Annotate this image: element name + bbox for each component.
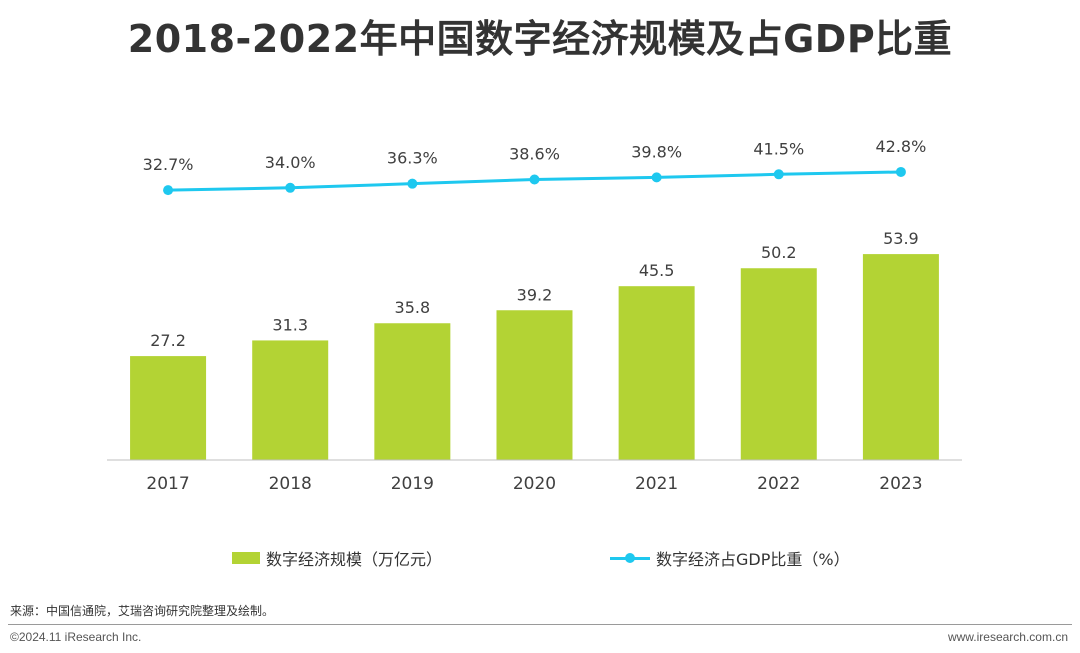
legend-item-line: 数字经济占GDP比重（%） [610,546,850,570]
legend-swatch-line [610,552,650,564]
bar-2020 [496,310,573,460]
line-series: 32.7% 34.0% 36.3% 38.6% 39.8% 41.5% 42.8% [143,137,926,196]
line-label-2018: 34.0% [265,153,316,172]
line-label-2017: 32.7% [143,155,194,174]
x-axis-ticks: 2017 2018 2019 2020 2021 2022 2023 [146,474,922,494]
chart-plot: 27.231.335.839.245.550.253.9 32.7% 34.0% 3… [107,137,962,494]
bar-label-2023: 53.9 [883,229,919,248]
line-point-2017 [163,185,174,196]
tick-label-2018: 2018 [269,474,312,494]
line-label-2020: 38.6% [509,145,560,164]
bar-label-2019: 35.8 [395,298,431,317]
tick-label-2021: 2021 [635,474,678,494]
bar-label-2017: 27.2 [150,331,186,350]
footer-website: www.iresearch.com.cn [947,630,1068,644]
line-label-2021: 39.8% [631,142,682,161]
legend-label-line: 数字经济占GDP比重（%） [656,550,850,569]
tick-label-2023: 2023 [879,474,922,494]
bar-label-2021: 45.5 [639,261,675,280]
chart-title: 2018-2022年中国数字经济规模及占GDP比重 [127,17,953,61]
bar-2017 [130,356,207,460]
tick-label-2019: 2019 [391,474,434,494]
legend: 数字经济规模（万亿元） 数字经济占GDP比重（%） [0,546,1080,570]
bar-2018 [252,340,329,460]
legend-item-bar: 数字经济规模（万亿元） [232,546,442,570]
legend-swatch-bar [232,552,260,564]
bar-label-2020: 39.2 [517,285,553,304]
legend-label-bar: 数字经济规模（万亿元） [266,550,443,569]
bar-2019 [374,323,451,460]
line-point-2022 [773,169,784,180]
line-point-2019 [407,178,418,189]
footer-copyright: ©2024.11 iResearch Inc. [10,630,142,644]
line-point-2023 [895,166,906,177]
bar-label-2022: 50.2 [761,243,797,262]
footer-divider [8,624,1072,625]
tick-label-2020: 2020 [513,474,556,494]
line-label-2019: 36.3% [387,149,438,168]
tick-label-2017: 2017 [146,474,189,494]
line-label-2023: 42.8% [875,137,926,156]
line-point-2020 [529,174,540,185]
line-point-2021 [651,172,662,183]
bar-series: 27.2 31.3 35.8 39.2 45.5 50.2 53.9 [130,229,939,460]
source-note: 来源：中国信通院，艾瑞咨询研究院整理及绘制。 [10,604,275,618]
bar-2023 [862,254,939,460]
tick-label-2022: 2022 [757,474,800,494]
line-point-2018 [285,182,296,193]
line-label-2022: 41.5% [753,139,804,158]
bar-2021 [618,286,695,460]
bar-2022 [740,268,817,460]
bar-label-2018: 31.3 [272,315,308,334]
